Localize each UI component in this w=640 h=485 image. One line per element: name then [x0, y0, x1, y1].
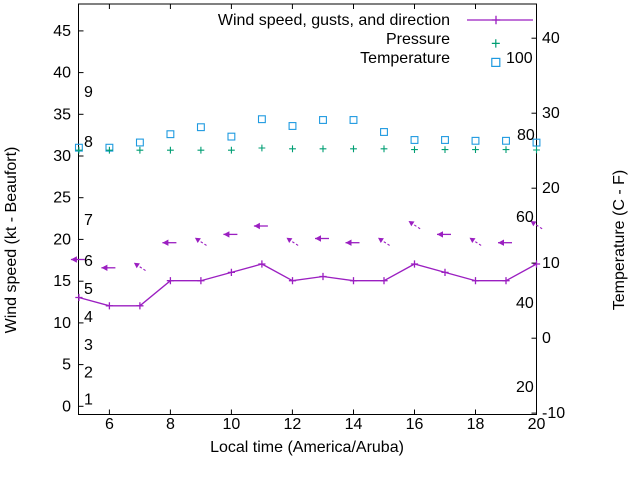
svg-text:100: 100 — [506, 50, 533, 67]
svg-text:9: 9 — [84, 84, 93, 101]
svg-text:Pressure: Pressure — [386, 31, 450, 48]
svg-text:3: 3 — [84, 337, 93, 354]
svg-text:Temperature (C - F): Temperature (C - F) — [611, 170, 628, 310]
svg-text:8: 8 — [166, 416, 175, 433]
svg-text:10: 10 — [53, 315, 71, 332]
svg-text:30: 30 — [53, 148, 71, 165]
svg-text:7: 7 — [84, 212, 93, 229]
svg-text:35: 35 — [53, 106, 71, 123]
svg-text:0: 0 — [542, 330, 551, 347]
svg-text:1: 1 — [84, 391, 93, 408]
svg-text:40: 40 — [542, 30, 560, 47]
svg-text:25: 25 — [53, 190, 71, 207]
svg-text:6: 6 — [105, 416, 114, 433]
svg-text:10: 10 — [542, 255, 560, 272]
svg-text:0: 0 — [62, 398, 71, 415]
svg-text:5: 5 — [62, 357, 71, 374]
svg-text:8: 8 — [84, 134, 93, 151]
svg-text:Wind speed (kt - Beaufort): Wind speed (kt - Beaufort) — [3, 147, 20, 334]
svg-text:-10: -10 — [542, 405, 565, 422]
svg-text:Temperature: Temperature — [360, 50, 450, 67]
svg-text:Local time (America/Aruba): Local time (America/Aruba) — [210, 439, 404, 456]
svg-text:20: 20 — [53, 231, 71, 248]
svg-text:16: 16 — [406, 416, 424, 433]
svg-text:4: 4 — [84, 309, 93, 326]
svg-text:2: 2 — [84, 365, 93, 382]
svg-text:20: 20 — [516, 379, 534, 396]
svg-text:12: 12 — [284, 416, 302, 433]
svg-text:Wind speed, gusts, and directi: Wind speed, gusts, and direction — [218, 12, 450, 29]
svg-text:5: 5 — [84, 281, 93, 298]
svg-text:80: 80 — [517, 127, 535, 144]
svg-text:40: 40 — [516, 295, 534, 312]
svg-text:14: 14 — [345, 416, 363, 433]
svg-text:60: 60 — [516, 209, 534, 226]
svg-text:6: 6 — [84, 253, 93, 270]
svg-text:20: 20 — [542, 180, 560, 197]
svg-text:10: 10 — [223, 416, 241, 433]
svg-text:30: 30 — [542, 105, 560, 122]
svg-text:40: 40 — [53, 65, 71, 82]
svg-text:18: 18 — [467, 416, 485, 433]
svg-text:15: 15 — [53, 273, 71, 290]
svg-text:45: 45 — [53, 23, 71, 40]
